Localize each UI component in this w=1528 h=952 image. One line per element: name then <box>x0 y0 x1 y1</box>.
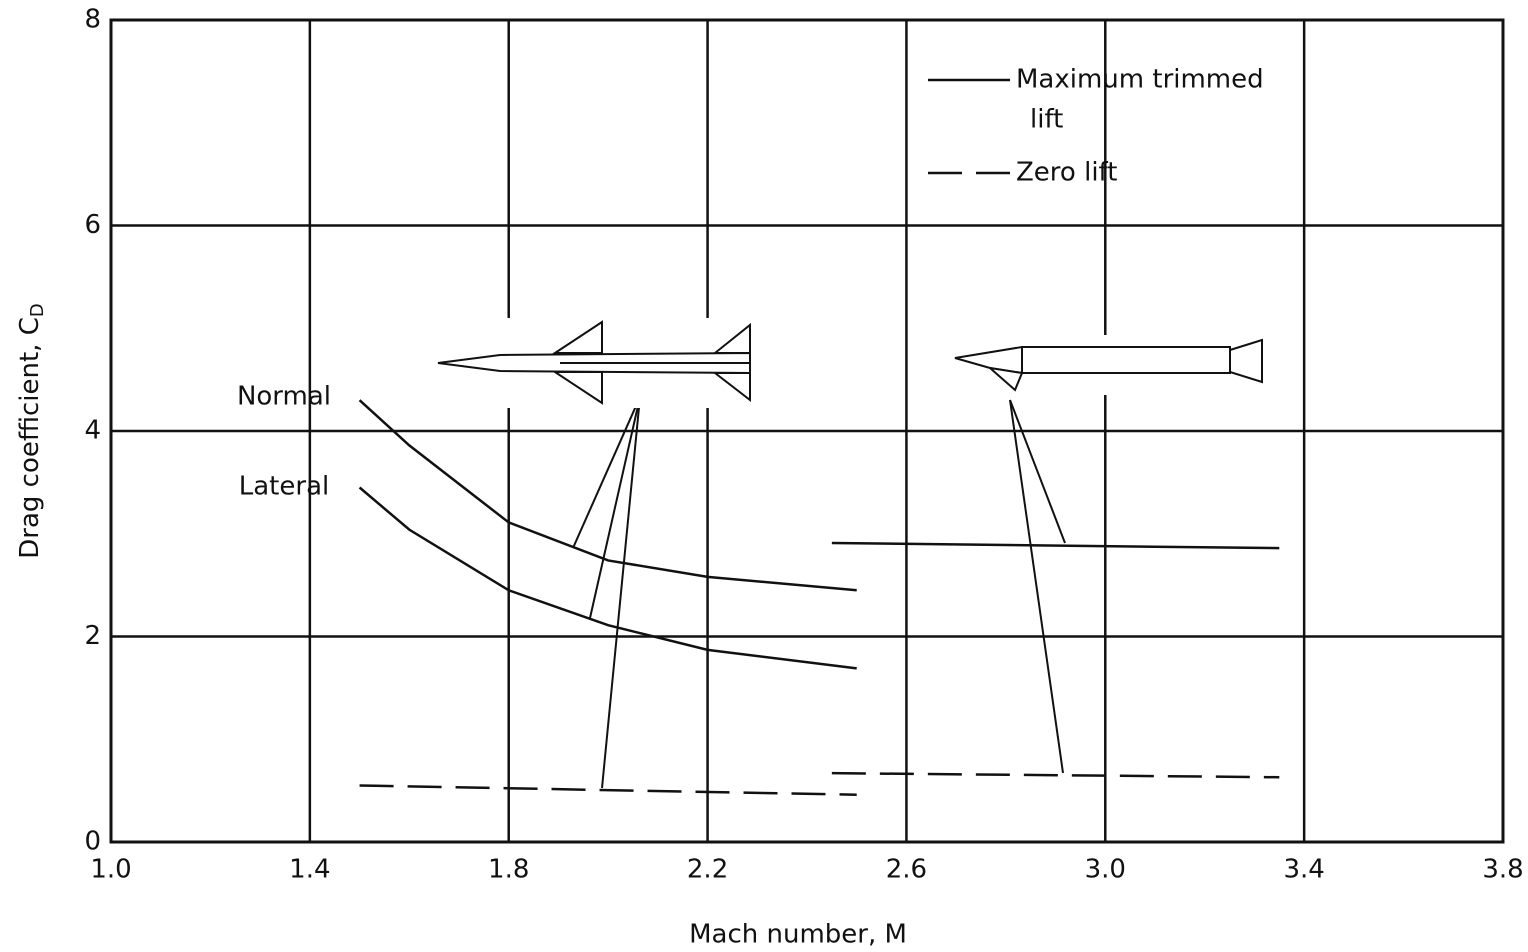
legend-label: Zero lift <box>1016 158 1117 188</box>
data-line <box>360 785 857 794</box>
missile-drawings <box>430 318 1270 788</box>
missile-body <box>1022 347 1230 373</box>
leader-line <box>1010 400 1063 773</box>
x-tick-label: 1.8 <box>488 855 529 885</box>
x-axis-title: Mach number, M <box>689 920 907 950</box>
legend-label: lift <box>1030 105 1063 135</box>
chart: Mach number, M Drag coefficient, CD Norm… <box>0 0 1528 952</box>
y-axis-title-subscript: D <box>27 303 48 317</box>
curve-label: Lateral <box>239 472 329 502</box>
grid <box>111 20 1503 842</box>
y-tick-label: 4 <box>84 416 101 446</box>
x-tick-label: 3.8 <box>1482 855 1523 885</box>
data-line <box>360 488 857 669</box>
y-tick-label: 0 <box>84 827 101 857</box>
leader-line <box>573 397 640 548</box>
data-line <box>832 773 1279 777</box>
y-axis-title-text: Drag coefficient, C <box>15 317 45 559</box>
x-tick-label: 1.4 <box>289 855 330 885</box>
x-tick-label: 3.0 <box>1085 855 1126 885</box>
data-line <box>832 543 1279 548</box>
legend-label: Maximum trimmed <box>1016 65 1264 95</box>
x-tick-label: 2.2 <box>687 855 728 885</box>
leader-line <box>602 397 640 788</box>
x-tick-label: 1.0 <box>90 855 131 885</box>
y-tick-label: 6 <box>84 210 101 240</box>
y-tick-label: 8 <box>84 5 101 35</box>
x-tick-label: 2.6 <box>886 855 927 885</box>
y-tick-label: 2 <box>84 621 101 651</box>
x-tick-label: 3.4 <box>1283 855 1324 885</box>
curve-label: Normal <box>237 382 331 412</box>
leader-line <box>1010 400 1065 543</box>
data-line <box>360 400 857 590</box>
y-axis-title: Drag coefficient, CD <box>15 303 49 559</box>
